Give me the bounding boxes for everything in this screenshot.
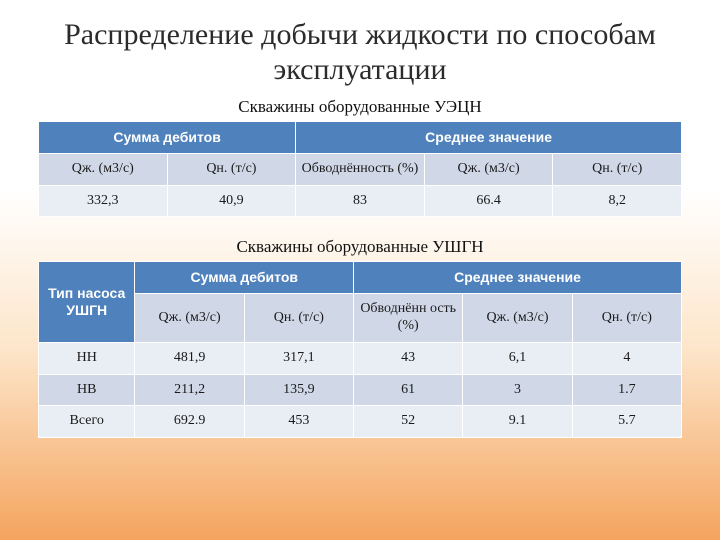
- t2-r2-c2: 135,9: [244, 374, 353, 406]
- table2: Тип насоса УШГН Сумма дебитов Среднее зн…: [38, 261, 682, 438]
- table-row: Сумма дебитов Среднее значение: [39, 122, 682, 154]
- t2-sub-c5: Qн. (т/с): [572, 294, 681, 343]
- t2-r3-c1: 692.9: [135, 406, 244, 438]
- t1-sub-c1: Qж. (м3/с): [39, 153, 168, 185]
- t1-sub-c5: Qн. (т/с): [553, 153, 682, 185]
- table-row: НВ 211,2 135,9 61 3 1.7: [39, 374, 682, 406]
- t1-hdr-sum: Сумма дебитов: [39, 122, 296, 154]
- table1: Сумма дебитов Среднее значение Qж. (м3/с…: [38, 121, 682, 217]
- t2-r3-c4: 9.1: [463, 406, 572, 438]
- t2-r1-c1: 481,9: [135, 342, 244, 374]
- t2-r2-c4: 3: [463, 374, 572, 406]
- t1-sub-c3: Обводнённость (%): [296, 153, 425, 185]
- t1-c5: 8,2: [553, 185, 682, 217]
- t1-sub-c4: Qж. (м3/с): [424, 153, 553, 185]
- t2-r3-c2: 453: [244, 406, 353, 438]
- table-row: 332,3 40,9 83 66.4 8,2: [39, 185, 682, 217]
- t2-r3-type: Всего: [39, 406, 135, 438]
- t1-sub-c2: Qн. (т/с): [167, 153, 296, 185]
- table-row: Qж. (м3/с) Qн. (т/с) Обводнённость (%) Q…: [39, 153, 682, 185]
- slide-title: Распределение добычи жидкости по способа…: [38, 18, 682, 87]
- table-row: Тип насоса УШГН Сумма дебитов Среднее зн…: [39, 262, 682, 294]
- t2-sub-c3: Обводнённ ость (%): [354, 294, 463, 343]
- t2-r2-c1: 211,2: [135, 374, 244, 406]
- table-row: Всего 692.9 453 52 9.1 5.7: [39, 406, 682, 438]
- t2-r1-c4: 6,1: [463, 342, 572, 374]
- t2-sub-c4: Qж. (м3/с): [463, 294, 572, 343]
- t2-hdr-sum: Сумма дебитов: [135, 262, 354, 294]
- t2-sub-c1: Qж. (м3/с): [135, 294, 244, 343]
- table2-caption: Скважины оборудованные УШГН: [38, 237, 682, 257]
- t2-r1-type: НН: [39, 342, 135, 374]
- t2-r2-c5: 1.7: [572, 374, 681, 406]
- table1-caption: Скважины оборудованные УЭЦН: [38, 97, 682, 117]
- t2-r1-c3: 43: [354, 342, 463, 374]
- t2-r2-type: НВ: [39, 374, 135, 406]
- table-row: Qж. (м3/с) Qн. (т/с) Обводнённ ость (%) …: [39, 294, 682, 343]
- t1-c2: 40,9: [167, 185, 296, 217]
- t2-r1-c2: 317,1: [244, 342, 353, 374]
- t2-hdr-type: Тип насоса УШГН: [39, 262, 135, 342]
- t1-c3: 83: [296, 185, 425, 217]
- t1-hdr-avg: Среднее значение: [296, 122, 682, 154]
- t2-r3-c5: 5.7: [572, 406, 681, 438]
- table-row: НН 481,9 317,1 43 6,1 4: [39, 342, 682, 374]
- t2-r2-c3: 61: [354, 374, 463, 406]
- t2-r3-c3: 52: [354, 406, 463, 438]
- t2-r1-c5: 4: [572, 342, 681, 374]
- t2-sub-c2: Qн. (т/с): [244, 294, 353, 343]
- t2-hdr-avg: Среднее значение: [354, 262, 682, 294]
- t1-c4: 66.4: [424, 185, 553, 217]
- t1-c1: 332,3: [39, 185, 168, 217]
